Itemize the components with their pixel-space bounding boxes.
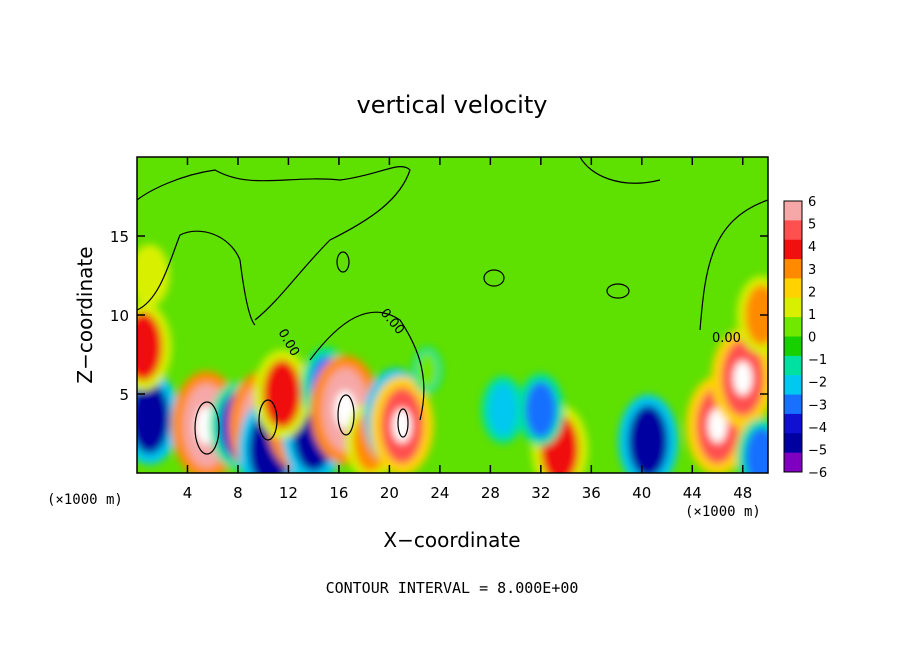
x-tick-label: 48 bbox=[733, 484, 752, 502]
velocity-blob bbox=[137, 251, 163, 300]
colorbar-tick-label: 4 bbox=[808, 240, 816, 255]
zero-contours bbox=[137, 157, 768, 455]
zero-contour-loop-5 bbox=[258, 399, 278, 441]
x-tick-label: 8 bbox=[233, 484, 243, 502]
colorbar-segment bbox=[784, 239, 802, 260]
velocity-blob-core bbox=[392, 408, 412, 443]
colorbar-tick-label: −6 bbox=[808, 466, 827, 481]
velocity-field bbox=[137, 244, 768, 473]
velocity-blob-core bbox=[708, 408, 727, 443]
zero-contour-left bbox=[137, 230, 256, 326]
colorbar-tick-label: 0 bbox=[808, 331, 816, 346]
colorbar-segment bbox=[784, 317, 802, 337]
colorbar-tick-label: 3 bbox=[808, 263, 816, 278]
velocity-blob bbox=[525, 381, 557, 438]
x-tick-label: 44 bbox=[683, 484, 702, 502]
x-tick-label: 40 bbox=[632, 484, 651, 502]
y-axis-label: Z−coordinate bbox=[73, 246, 97, 383]
colorbar-segment bbox=[784, 297, 802, 318]
colorbar-segment bbox=[784, 413, 802, 434]
x-axis: 4 8 12 16 20 24 28 32 36 40 44 48 bbox=[183, 157, 752, 502]
colorbar: 6 5 4 3 2 1 0 −1 −2 −3 −4 −5 −6 bbox=[783, 195, 827, 481]
colorbar-segment bbox=[784, 394, 802, 415]
plot-area: 0.00 0.00 0.00 bbox=[137, 157, 768, 473]
x-tick-label: 4 bbox=[183, 484, 193, 502]
colorbar-frame bbox=[783, 200, 803, 473]
zero-contour-loop-4 bbox=[194, 401, 220, 455]
velocity-blob bbox=[263, 360, 301, 428]
x-tick-label: 16 bbox=[329, 484, 348, 502]
y-tick-label: 5 bbox=[119, 386, 129, 404]
x-tick-label: 28 bbox=[481, 484, 500, 502]
zero-contour-right bbox=[699, 199, 768, 331]
velocity-blob bbox=[137, 312, 163, 381]
x-tick-label: 32 bbox=[531, 484, 550, 502]
x-tick-label: 12 bbox=[279, 484, 298, 502]
x-axis-label: X−coordinate bbox=[383, 528, 520, 552]
colorbar-segment bbox=[784, 433, 802, 454]
zero-contour-loop-7 bbox=[397, 408, 409, 438]
velocity-blob bbox=[745, 285, 768, 345]
x-tick-label: 36 bbox=[582, 484, 601, 502]
colorbar-segment bbox=[784, 336, 802, 357]
colorbar-tick-label: −5 bbox=[808, 443, 827, 458]
velocity-blob-core bbox=[733, 361, 753, 396]
zero-contour-loop-1 bbox=[336, 251, 350, 273]
colorbar-tick-label: −3 bbox=[808, 398, 827, 413]
zero-contour-mid bbox=[309, 311, 425, 421]
colorbar-segment bbox=[784, 375, 802, 396]
colorbar-segment bbox=[784, 355, 802, 376]
colorbar-tick-label: 5 bbox=[808, 218, 816, 233]
velocity-blob bbox=[488, 383, 518, 436]
colorbar-tick-label: −4 bbox=[808, 421, 827, 436]
velocity-blob bbox=[137, 381, 170, 454]
zero-contour-upper bbox=[137, 166, 411, 321]
colorbar-segment bbox=[784, 278, 802, 299]
colorbar-tick-label: −1 bbox=[808, 353, 827, 368]
x-tick-label: 24 bbox=[430, 484, 449, 502]
colorbar-tick-label: −2 bbox=[808, 376, 827, 391]
chart-title: vertical velocity bbox=[357, 91, 548, 119]
zero-contour-top-right bbox=[579, 157, 661, 184]
velocity-blob bbox=[745, 427, 768, 473]
colorbar-segment bbox=[784, 259, 802, 279]
y-axis: 5 10 15 bbox=[110, 228, 768, 404]
colorbar-segment bbox=[784, 220, 802, 241]
y-tick-label: 10 bbox=[110, 307, 129, 325]
x-tick-label: 20 bbox=[380, 484, 399, 502]
colorbar-tick-label: 6 bbox=[808, 195, 816, 210]
colorbar-segment bbox=[784, 452, 802, 473]
x-unit-label-right: (×1000 m) bbox=[685, 504, 761, 520]
colorbar-tick-label: 1 bbox=[808, 308, 816, 323]
colorbar-segment bbox=[784, 201, 802, 221]
velocity-blob bbox=[628, 405, 669, 473]
y-tick-label: 15 bbox=[110, 228, 129, 246]
zero-contour-loop-6 bbox=[337, 394, 355, 436]
velocity-blob bbox=[417, 352, 438, 389]
zero-contour-loop-3 bbox=[606, 283, 630, 299]
zero-contour-loop-2 bbox=[483, 269, 505, 287]
contour-interval-footer: CONTOUR INTERVAL = 8.000E+00 bbox=[326, 579, 579, 597]
colorbar-tick-label: 2 bbox=[808, 285, 816, 300]
contour-label-3: 0.00 bbox=[712, 331, 741, 346]
x-unit-label-left: (×1000 m) bbox=[47, 492, 123, 508]
